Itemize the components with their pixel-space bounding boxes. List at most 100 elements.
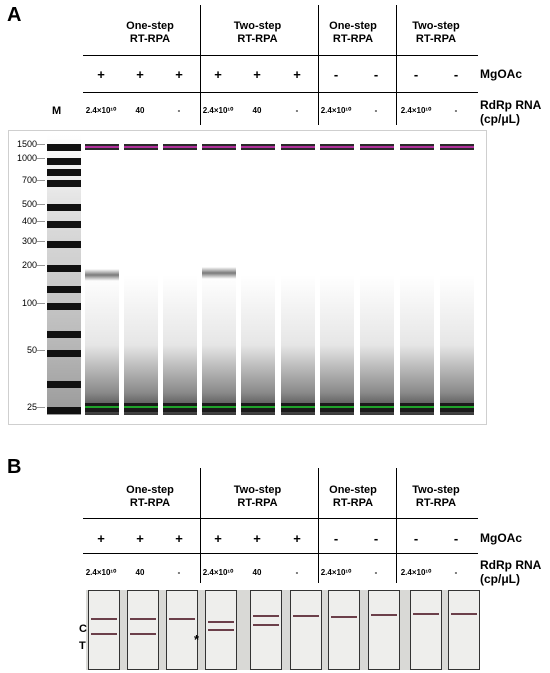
panel-a-rule bbox=[83, 55, 478, 56]
ladder-band bbox=[47, 241, 81, 248]
panel-a-mgoac-label: MgOAc bbox=[480, 67, 522, 81]
ladder-band bbox=[47, 350, 81, 357]
panel-b-mgoac-label: MgOAc bbox=[480, 531, 522, 545]
lower-marker-line bbox=[124, 406, 158, 408]
sample-lane bbox=[163, 135, 197, 415]
ladder-band bbox=[47, 265, 81, 272]
panelA-conc-cell: 2.4×10¹⁰ bbox=[202, 106, 234, 115]
upper-marker-line bbox=[360, 146, 394, 148]
ladder-band bbox=[47, 221, 81, 228]
ladder-size-label: 400 bbox=[21, 216, 37, 226]
panel-a-label: A bbox=[7, 4, 22, 26]
upper-marker-line bbox=[202, 146, 236, 148]
ladder-band bbox=[47, 303, 81, 310]
panel-b-rule bbox=[83, 553, 478, 554]
test-strip bbox=[328, 590, 360, 670]
ladder-tick bbox=[37, 265, 45, 266]
panelB-conc-cell: 2.4×10¹⁰ bbox=[320, 568, 352, 577]
panelB-mgoac-cell: + bbox=[97, 531, 105, 546]
control-line bbox=[331, 616, 357, 618]
ladder-size-label: 1000 bbox=[16, 153, 37, 163]
upper-marker-line bbox=[281, 146, 315, 148]
panelA-conc-cell: 40 bbox=[135, 106, 145, 115]
product-band bbox=[85, 269, 119, 281]
panelB-conc-cell: 40 bbox=[252, 568, 262, 577]
ladder-band bbox=[47, 204, 81, 211]
panel-a-group-2: Two-step RT-RPA bbox=[233, 20, 282, 45]
panelA-conc-cell: 40 bbox=[252, 106, 262, 115]
panel-a-group-3: One-step RT-RPA bbox=[329, 20, 377, 45]
panel-b-separator bbox=[200, 468, 201, 583]
ladder-band bbox=[47, 169, 81, 176]
lower-marker-line bbox=[241, 406, 275, 408]
panelA-conc-cell: 2.4×10¹⁰ bbox=[320, 106, 352, 115]
panel-b-label: B bbox=[7, 456, 22, 478]
ladder-tick bbox=[37, 350, 45, 351]
lower-marker-line bbox=[440, 406, 474, 408]
panelB-mgoac-cell: + bbox=[253, 531, 261, 546]
control-line bbox=[451, 613, 477, 615]
test-line bbox=[253, 624, 279, 626]
panelB-conc-cell: - bbox=[177, 568, 181, 577]
test-line bbox=[130, 633, 156, 635]
panel-a-separator bbox=[318, 5, 319, 125]
lower-marker-line bbox=[400, 406, 434, 408]
panelA-conc-cell: - bbox=[374, 106, 378, 115]
panelB-mgoac-cell: + bbox=[293, 531, 301, 546]
control-line bbox=[169, 618, 195, 620]
gel-image: 1500 1000 700 500 400 300 200 100 50 25 bbox=[8, 130, 487, 425]
test-strip bbox=[410, 590, 442, 670]
ladder-tick bbox=[37, 158, 45, 159]
sample-lane bbox=[320, 135, 354, 415]
panel-b-group-4: Two-step RT-RPA bbox=[412, 484, 460, 509]
panelB-mgoac-cell: + bbox=[214, 531, 222, 546]
ladder-tick bbox=[37, 241, 45, 242]
control-line-label: C bbox=[79, 623, 87, 635]
panelA-conc-cell: 2.4×10¹⁰ bbox=[400, 106, 432, 115]
control-line bbox=[371, 614, 397, 616]
control-line bbox=[130, 618, 156, 620]
test-line bbox=[91, 633, 117, 635]
test-strip bbox=[448, 590, 480, 670]
ladder-size-label: 25 bbox=[26, 402, 37, 412]
panelB-mgoac-cell: - bbox=[333, 531, 339, 546]
panelA-mgoac-cell: + bbox=[175, 67, 183, 82]
sample-lane bbox=[124, 135, 158, 415]
upper-marker-line bbox=[124, 146, 158, 148]
panelA-conc-cell: 2.4×10¹⁰ bbox=[85, 106, 117, 115]
control-line bbox=[208, 621, 234, 623]
lower-marker-line bbox=[281, 406, 315, 408]
lower-marker-line bbox=[85, 406, 119, 408]
ladder-band bbox=[47, 286, 81, 293]
ladder-tick bbox=[37, 204, 45, 205]
test-strip bbox=[205, 590, 237, 670]
panel-b-group-1: One-step RT-RPA bbox=[126, 484, 174, 509]
sample-lane bbox=[360, 135, 394, 415]
ladder-size-label: 100 bbox=[21, 298, 37, 308]
panelB-conc-cell: 2.4×10¹⁰ bbox=[400, 568, 432, 577]
asterisk-mark: * bbox=[194, 632, 200, 647]
control-line bbox=[253, 615, 279, 617]
sample-lane bbox=[202, 135, 236, 415]
sample-lane bbox=[241, 135, 275, 415]
panelA-conc-cell: - bbox=[295, 106, 299, 115]
ladder-tick bbox=[37, 180, 45, 181]
panelB-conc-cell: - bbox=[295, 568, 299, 577]
product-band bbox=[202, 267, 236, 279]
panel-b-rna-label: RdRp RNA (cp/μL) bbox=[480, 558, 542, 586]
upper-marker-line bbox=[440, 146, 474, 148]
panel-b-group-2: Two-step RT-RPA bbox=[233, 484, 282, 509]
panelB-mgoac-cell: - bbox=[453, 531, 459, 546]
panel-b-group-3: One-step RT-RPA bbox=[329, 484, 377, 509]
panel-a-rule bbox=[83, 92, 478, 93]
panelB-mgoac-cell: - bbox=[373, 531, 379, 546]
ladder-size-label: 200 bbox=[21, 260, 37, 270]
lower-marker-line bbox=[320, 406, 354, 408]
panelA-mgoac-cell: - bbox=[453, 67, 459, 82]
panelB-conc-cell: 2.4×10¹⁰ bbox=[85, 568, 117, 577]
ladder-size-label: 500 bbox=[21, 199, 37, 209]
ladder-band bbox=[47, 144, 81, 151]
upper-marker-line bbox=[320, 146, 354, 148]
test-strip bbox=[368, 590, 400, 670]
panel-a-separator bbox=[396, 5, 397, 125]
